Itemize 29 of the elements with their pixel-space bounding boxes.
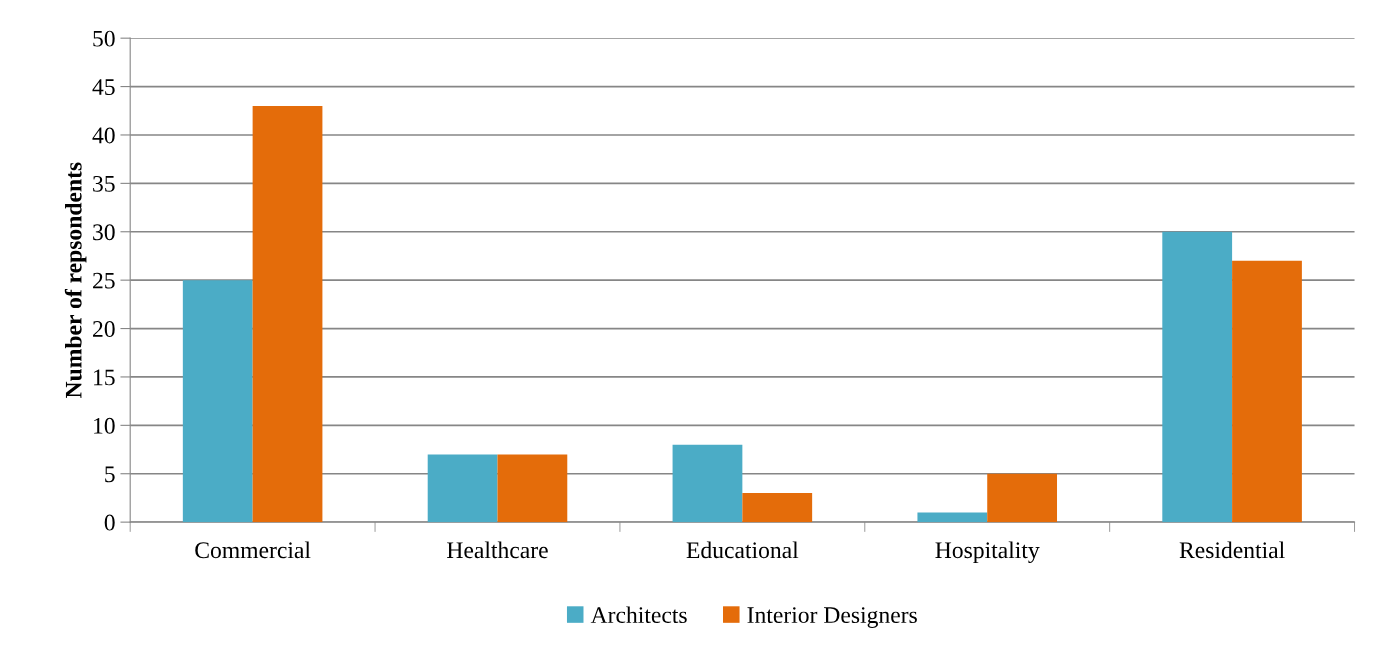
- x-tick-label: Commercial: [195, 541, 311, 559]
- x-tick-label: Hospitality: [935, 541, 1040, 564]
- bar: [1162, 231, 1233, 523]
- y-tick-label: 15: [94, 369, 115, 386]
- bar: [672, 444, 743, 523]
- y-axis-title: Number of repsondents: [64, 162, 87, 398]
- x-tick-label: Residential: [1179, 541, 1285, 559]
- y-tick-label: 50: [93, 30, 115, 47]
- bar: [427, 454, 498, 523]
- y-tick-label: 20: [93, 321, 115, 337]
- y-tick-label: 0: [104, 514, 115, 531]
- y-tick-label: 10: [94, 417, 115, 434]
- y-tick-label: 30: [93, 224, 115, 241]
- legend-label: Architects: [590, 606, 687, 624]
- y-tick-label: 35: [93, 175, 115, 192]
- x-tick-label: Healthcare: [447, 541, 548, 559]
- x-tick-label: Educational: [686, 541, 799, 559]
- y-tick-label: 45: [92, 79, 115, 95]
- bar: [182, 280, 253, 523]
- y-tick-label: 5: [105, 466, 115, 483]
- y-tick-label: 40: [92, 127, 115, 144]
- legend-label: Interior Designers: [747, 607, 917, 628]
- bar: [1232, 260, 1302, 523]
- bar: [497, 454, 568, 523]
- bar: [987, 473, 1058, 523]
- bar: [252, 105, 323, 523]
- y-tick-label: 25: [93, 272, 115, 289]
- bar: [742, 493, 813, 523]
- bar: [917, 512, 988, 523]
